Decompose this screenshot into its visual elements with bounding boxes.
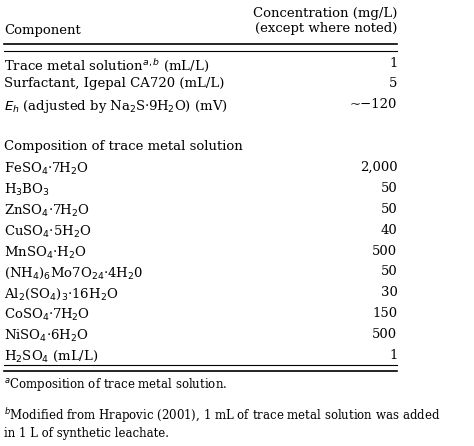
Text: H$_2$SO$_4$ (mL/L): H$_2$SO$_4$ (mL/L) bbox=[4, 349, 99, 364]
Text: $E_h$ (adjusted by Na$_2$S·9H$_2$O) (mV): $E_h$ (adjusted by Na$_2$S·9H$_2$O) (mV) bbox=[4, 98, 228, 116]
Text: 30: 30 bbox=[381, 286, 397, 299]
Text: 5: 5 bbox=[389, 78, 397, 91]
Text: 500: 500 bbox=[372, 244, 397, 257]
Text: CuSO$_4$·5H$_2$O: CuSO$_4$·5H$_2$O bbox=[4, 223, 91, 240]
Text: 50: 50 bbox=[381, 203, 397, 216]
Text: 500: 500 bbox=[372, 328, 397, 341]
Text: 2,000: 2,000 bbox=[360, 161, 397, 174]
Text: H$_3$BO$_3$: H$_3$BO$_3$ bbox=[4, 182, 50, 198]
Text: $^b$Modified from Hrapovic (2001), 1 mL of trace metal solution was added
in 1 L: $^b$Modified from Hrapovic (2001), 1 mL … bbox=[4, 406, 440, 440]
Text: 40: 40 bbox=[381, 223, 397, 237]
Text: MnSO$_4$·H$_2$O: MnSO$_4$·H$_2$O bbox=[4, 244, 87, 260]
Text: 1: 1 bbox=[389, 57, 397, 70]
Text: FeSO$_4$·7H$_2$O: FeSO$_4$·7H$_2$O bbox=[4, 161, 89, 177]
Text: ~−120: ~−120 bbox=[350, 98, 397, 112]
Text: 50: 50 bbox=[381, 265, 397, 278]
Text: 150: 150 bbox=[372, 307, 397, 320]
Text: Component: Component bbox=[4, 24, 81, 37]
Text: Surfactant, Igepal CA720 (mL/L): Surfactant, Igepal CA720 (mL/L) bbox=[4, 78, 224, 91]
Text: Concentration (mg/L)
(except where noted): Concentration (mg/L) (except where noted… bbox=[253, 7, 397, 34]
Text: $^a$Composition of trace metal solution.: $^a$Composition of trace metal solution. bbox=[4, 376, 227, 393]
Text: CoSO$_4$·7H$_2$O: CoSO$_4$·7H$_2$O bbox=[4, 307, 90, 323]
Text: Trace metal solution$^{a,b}$ (mL/L): Trace metal solution$^{a,b}$ (mL/L) bbox=[4, 57, 209, 74]
Text: Al$_2$(SO$_4$)$_3$·16H$_2$O: Al$_2$(SO$_4$)$_3$·16H$_2$O bbox=[4, 286, 118, 301]
Text: ZnSO$_4$·7H$_2$O: ZnSO$_4$·7H$_2$O bbox=[4, 203, 90, 219]
Text: 1: 1 bbox=[389, 349, 397, 362]
Text: 50: 50 bbox=[381, 182, 397, 195]
Text: (NH$_4$)$_6$Mo7O$_{24}$·4H$_2$0: (NH$_4$)$_6$Mo7O$_{24}$·4H$_2$0 bbox=[4, 265, 144, 281]
Text: Composition of trace metal solution: Composition of trace metal solution bbox=[4, 140, 243, 153]
Text: NiSO$_4$·6H$_2$O: NiSO$_4$·6H$_2$O bbox=[4, 328, 89, 344]
